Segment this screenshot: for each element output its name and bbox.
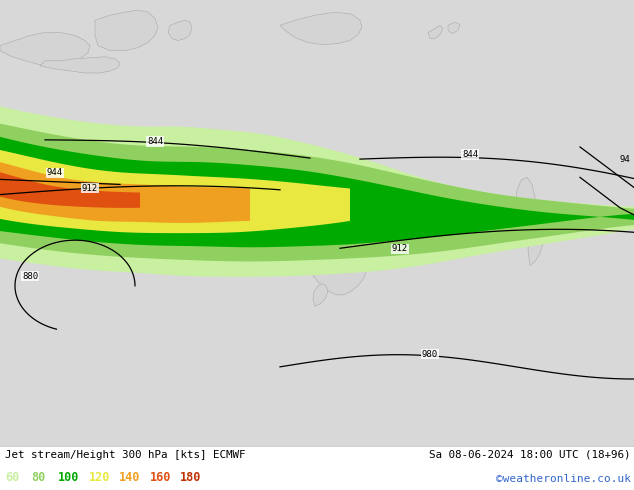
- Polygon shape: [0, 162, 250, 223]
- Text: 844: 844: [147, 137, 163, 146]
- Text: ©weatheronline.co.uk: ©weatheronline.co.uk: [496, 474, 631, 484]
- Polygon shape: [95, 10, 158, 50]
- Text: 880: 880: [22, 271, 38, 281]
- Polygon shape: [528, 228, 543, 266]
- Polygon shape: [448, 22, 460, 33]
- Text: 180: 180: [180, 471, 202, 484]
- Polygon shape: [0, 123, 634, 262]
- Text: 60: 60: [5, 471, 19, 484]
- Polygon shape: [428, 25, 443, 39]
- Polygon shape: [0, 32, 90, 65]
- Polygon shape: [516, 177, 535, 225]
- Polygon shape: [313, 284, 328, 306]
- Text: 944: 944: [47, 169, 63, 177]
- Text: 980: 980: [422, 350, 438, 359]
- Polygon shape: [280, 12, 362, 45]
- Polygon shape: [168, 20, 192, 41]
- Polygon shape: [0, 150, 350, 233]
- Text: 160: 160: [150, 471, 171, 484]
- Text: 94: 94: [619, 155, 630, 164]
- Text: 844: 844: [462, 150, 478, 159]
- Polygon shape: [0, 106, 634, 277]
- Text: Sa 08-06-2024 18:00 UTC (18+96): Sa 08-06-2024 18:00 UTC (18+96): [429, 450, 631, 460]
- Polygon shape: [0, 0, 634, 446]
- Text: 140: 140: [119, 471, 141, 484]
- Polygon shape: [40, 57, 120, 73]
- Text: Jet stream/Height 300 hPa [kts] ECMWF: Jet stream/Height 300 hPa [kts] ECMWF: [5, 450, 245, 460]
- Text: 120: 120: [89, 471, 110, 484]
- Polygon shape: [255, 151, 370, 295]
- Text: 80: 80: [32, 471, 46, 484]
- Polygon shape: [0, 172, 140, 208]
- Text: 912: 912: [392, 245, 408, 253]
- Polygon shape: [0, 137, 634, 247]
- Text: 100: 100: [58, 471, 80, 484]
- Text: 912: 912: [82, 184, 98, 193]
